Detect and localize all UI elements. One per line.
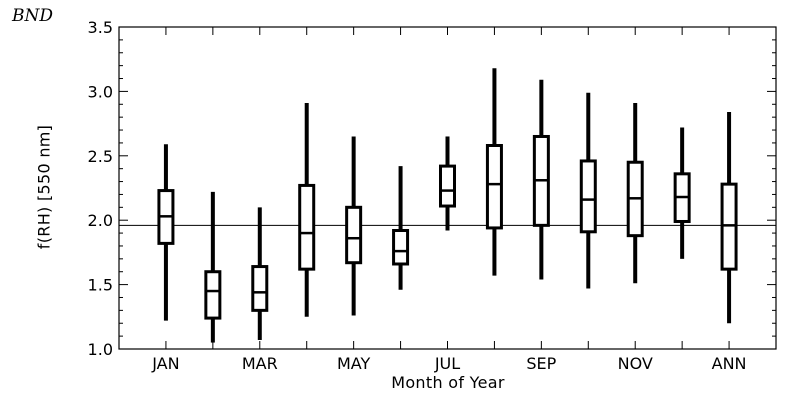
box-aug — [485, 68, 503, 276]
box-apr — [298, 102, 316, 317]
y-axis: 1.0 1.5 2.0 2.5 3.0 3.5 — [88, 18, 776, 359]
iqr-box — [298, 183, 316, 271]
y-axis-label: f(RH) [550 nm] — [34, 124, 54, 250]
iqr-box — [392, 229, 410, 266]
box-dec — [673, 127, 691, 259]
x-tick-label: NOV — [618, 354, 653, 373]
box-sep — [532, 79, 550, 280]
y-tick-label: 2.0 — [88, 211, 113, 230]
x-tick-label: JAN — [151, 354, 179, 373]
y-tick-label: 3.0 — [88, 82, 113, 101]
box-series — [157, 68, 738, 343]
y-tick-label: 2.5 — [88, 147, 113, 166]
box-jul — [439, 136, 456, 231]
box-oct — [579, 92, 597, 289]
box-nov — [626, 102, 644, 284]
x-axis-label: Month of Year — [391, 373, 505, 392]
iqr-box — [439, 164, 456, 208]
station-label: BND — [12, 6, 53, 26]
x-axis: JAN MAR MAY JUL SEP NOV ANN — [151, 27, 747, 373]
iqr-box — [720, 182, 738, 271]
x-tick-label: MAR — [242, 354, 278, 373]
box-may — [345, 136, 363, 316]
iqr-box — [204, 270, 222, 320]
y-tick-label: 1.5 — [88, 276, 113, 295]
iqr-box — [579, 159, 597, 234]
box-feb — [204, 191, 222, 343]
box-ann — [720, 112, 738, 324]
box-mar — [251, 207, 269, 340]
iqr-box — [485, 143, 503, 230]
x-tick-label: ANN — [712, 354, 747, 373]
box-jun — [392, 166, 410, 290]
x-tick-label: JUL — [434, 354, 460, 373]
x-tick-label: MAY — [337, 354, 371, 373]
box-jan — [157, 144, 175, 321]
iqr-box — [251, 265, 269, 312]
iqr-box — [345, 205, 363, 265]
y-tick-label: 3.5 — [88, 18, 113, 37]
y-tick-label: 1.0 — [88, 340, 113, 359]
x-tick-label: SEP — [526, 354, 556, 373]
